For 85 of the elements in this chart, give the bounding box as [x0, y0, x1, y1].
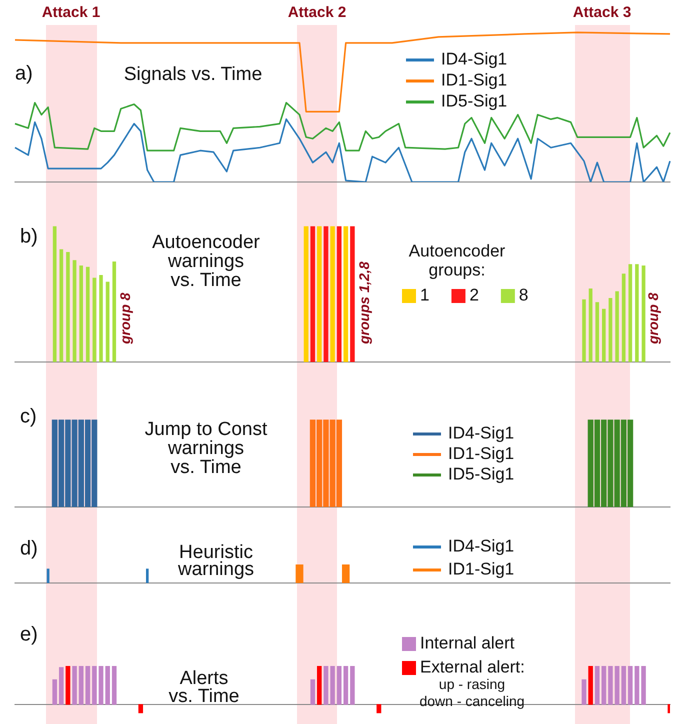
legend-label: ID4-Sig1 [441, 50, 508, 69]
annotation: b) [20, 226, 38, 248]
bar [350, 226, 355, 362]
chart-title: Heuristic warnings [176, 542, 254, 580]
bar [86, 266, 90, 362]
legend-label: 1 [420, 286, 430, 305]
bar [595, 302, 600, 362]
text: d) [20, 538, 38, 560]
bar [582, 299, 586, 362]
bar [343, 666, 348, 705]
text: Alerts vs. Time [168, 668, 240, 708]
bar [304, 226, 308, 362]
bar [58, 667, 64, 705]
bar [602, 308, 606, 362]
text: Jump to Const warnings vs. Time [144, 419, 268, 478]
bar [66, 666, 70, 705]
bar [324, 226, 328, 362]
bar [112, 666, 117, 705]
bar [98, 666, 104, 705]
bar [52, 226, 57, 362]
legend-label: ID4-Sig1 [448, 424, 514, 443]
bar [330, 226, 335, 362]
bar [608, 298, 612, 362]
text: Autoencoder warnings vs. Time [152, 232, 261, 292]
bar [588, 288, 592, 362]
legend-title: Autoencoder groups: [408, 242, 506, 280]
legend-label: ID5-Sig1 [448, 464, 514, 484]
text: Attack 1 [42, 4, 100, 22]
legend-label: ID1-Sig1 [448, 560, 514, 579]
bar [621, 666, 626, 705]
annotation: c) [20, 406, 37, 428]
bar [92, 278, 96, 362]
bar [634, 666, 640, 705]
bar [602, 666, 606, 705]
annotation: groups 1,2,8 [356, 261, 372, 345]
bar [99, 274, 103, 362]
bar [112, 261, 116, 362]
annotation: down - canceling [419, 692, 525, 709]
bar [85, 666, 90, 705]
legend-label: ID1-Sig1 [441, 70, 508, 90]
bar [92, 666, 97, 705]
bar [336, 666, 342, 705]
bar [641, 666, 646, 705]
bar [317, 666, 322, 705]
bar [582, 679, 586, 705]
legend-label: 2 [469, 286, 479, 305]
legend-label: 8 [518, 286, 528, 305]
bar [628, 264, 632, 362]
bar [59, 249, 64, 362]
bar [106, 282, 110, 362]
text: Attack 3 [572, 4, 632, 22]
bar [66, 252, 70, 362]
bar [310, 679, 316, 705]
bar [642, 266, 646, 362]
annotation: group 8 [116, 292, 133, 345]
bar [52, 679, 58, 705]
legend-label: Internal alert [420, 634, 515, 653]
bar [628, 666, 633, 705]
legend-label: ID5-Sig1 [441, 92, 508, 111]
bar [343, 226, 348, 362]
annotation: a) [15, 62, 33, 85]
text: Attack 2 [288, 4, 346, 22]
legend-label: ID1-Sig1 [448, 444, 514, 464]
bar [615, 291, 619, 362]
text: e) [20, 624, 38, 646]
bar [594, 666, 600, 705]
bar [310, 226, 316, 362]
annotation: up - rasing [438, 676, 506, 692]
bar [336, 226, 342, 362]
bar [376, 704, 382, 714]
text: Signals vs. Time [124, 64, 262, 86]
bar [635, 264, 639, 362]
bar [72, 666, 77, 705]
bar [317, 226, 322, 362]
annotation: group 8 [644, 292, 661, 345]
bar [78, 666, 84, 705]
bar [350, 666, 355, 705]
bar [79, 266, 83, 362]
legend-label: ID4-Sig1 [448, 536, 514, 556]
bar [588, 666, 593, 705]
bar [138, 704, 144, 714]
bar [622, 274, 626, 362]
bar [105, 666, 110, 705]
bar [72, 260, 76, 362]
legend-label: External alert: [420, 658, 525, 677]
